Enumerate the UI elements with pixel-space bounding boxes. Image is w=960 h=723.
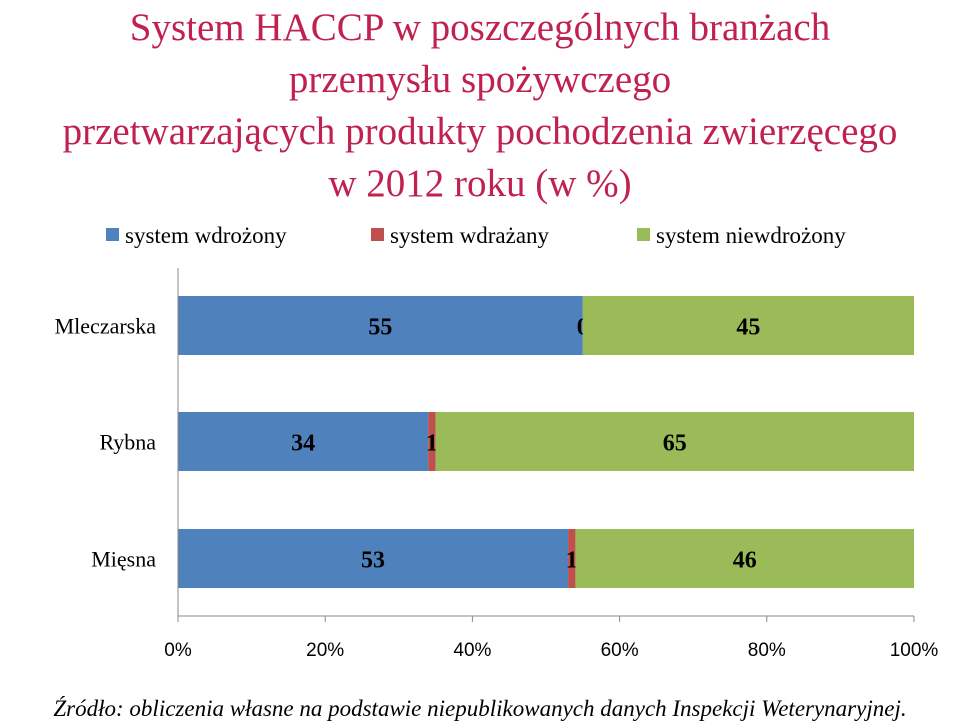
- chart-title-line-4: w 2012 roku (w %): [328, 162, 632, 205]
- bar-segment: [428, 412, 436, 471]
- legend-label: system niewdrożony: [656, 223, 846, 248]
- data-label: 55: [368, 315, 392, 341]
- bar-segment: [568, 529, 576, 588]
- data-label: 1: [566, 548, 578, 574]
- x-tick-label: 20%: [306, 640, 344, 661]
- bar-segment: [178, 296, 583, 355]
- category-label: Mleczarska: [55, 314, 157, 339]
- x-tick-label: 0%: [164, 640, 192, 661]
- source-note: Źródło: obliczenia własne na podstawie n…: [53, 696, 907, 721]
- plot-area: 55045Mleczarska34165Rybna53146Mięsna: [55, 296, 914, 588]
- legend-label: system wdrożony: [125, 223, 287, 248]
- chart-title: System HACCP w poszczególnych branżach p…: [0, 2, 960, 210]
- bar-segment: [435, 412, 914, 471]
- bar-segment: [582, 296, 914, 355]
- data-label: 65: [663, 431, 687, 457]
- chart-title-line-1: System HACCP w poszczególnych branżach: [129, 6, 831, 49]
- bar-segment: [178, 529, 569, 588]
- x-tick-label: 40%: [453, 640, 491, 661]
- data-label: 34: [291, 431, 315, 457]
- category-label: Mięsna: [91, 547, 156, 572]
- data-label: 45: [736, 315, 760, 341]
- x-tick-label: 60%: [601, 640, 639, 661]
- legend-swatch: [106, 228, 119, 241]
- legend-swatch: [637, 228, 650, 241]
- chart-title-line-3: przetwarzających produkty pochodzenia zw…: [62, 110, 898, 153]
- category-label: Rybna: [99, 430, 156, 455]
- legend: system wdrożony system wdrażany system nie…: [106, 223, 846, 248]
- bar-segment: [178, 412, 429, 471]
- x-tick-label: 100%: [890, 640, 939, 661]
- x-tick-label: 80%: [748, 640, 786, 661]
- data-label: 53: [361, 548, 385, 574]
- data-label: 46: [733, 548, 757, 574]
- legend-swatch: [371, 228, 384, 241]
- chart-title-line-2: przemysłu spożywczego: [288, 58, 672, 101]
- bar-segment: [575, 529, 914, 588]
- legend-label: system wdrażany: [390, 223, 550, 248]
- data-label: 1: [426, 431, 438, 457]
- axes: 0% 20% 40% 60% 80% 100%: [164, 268, 938, 661]
